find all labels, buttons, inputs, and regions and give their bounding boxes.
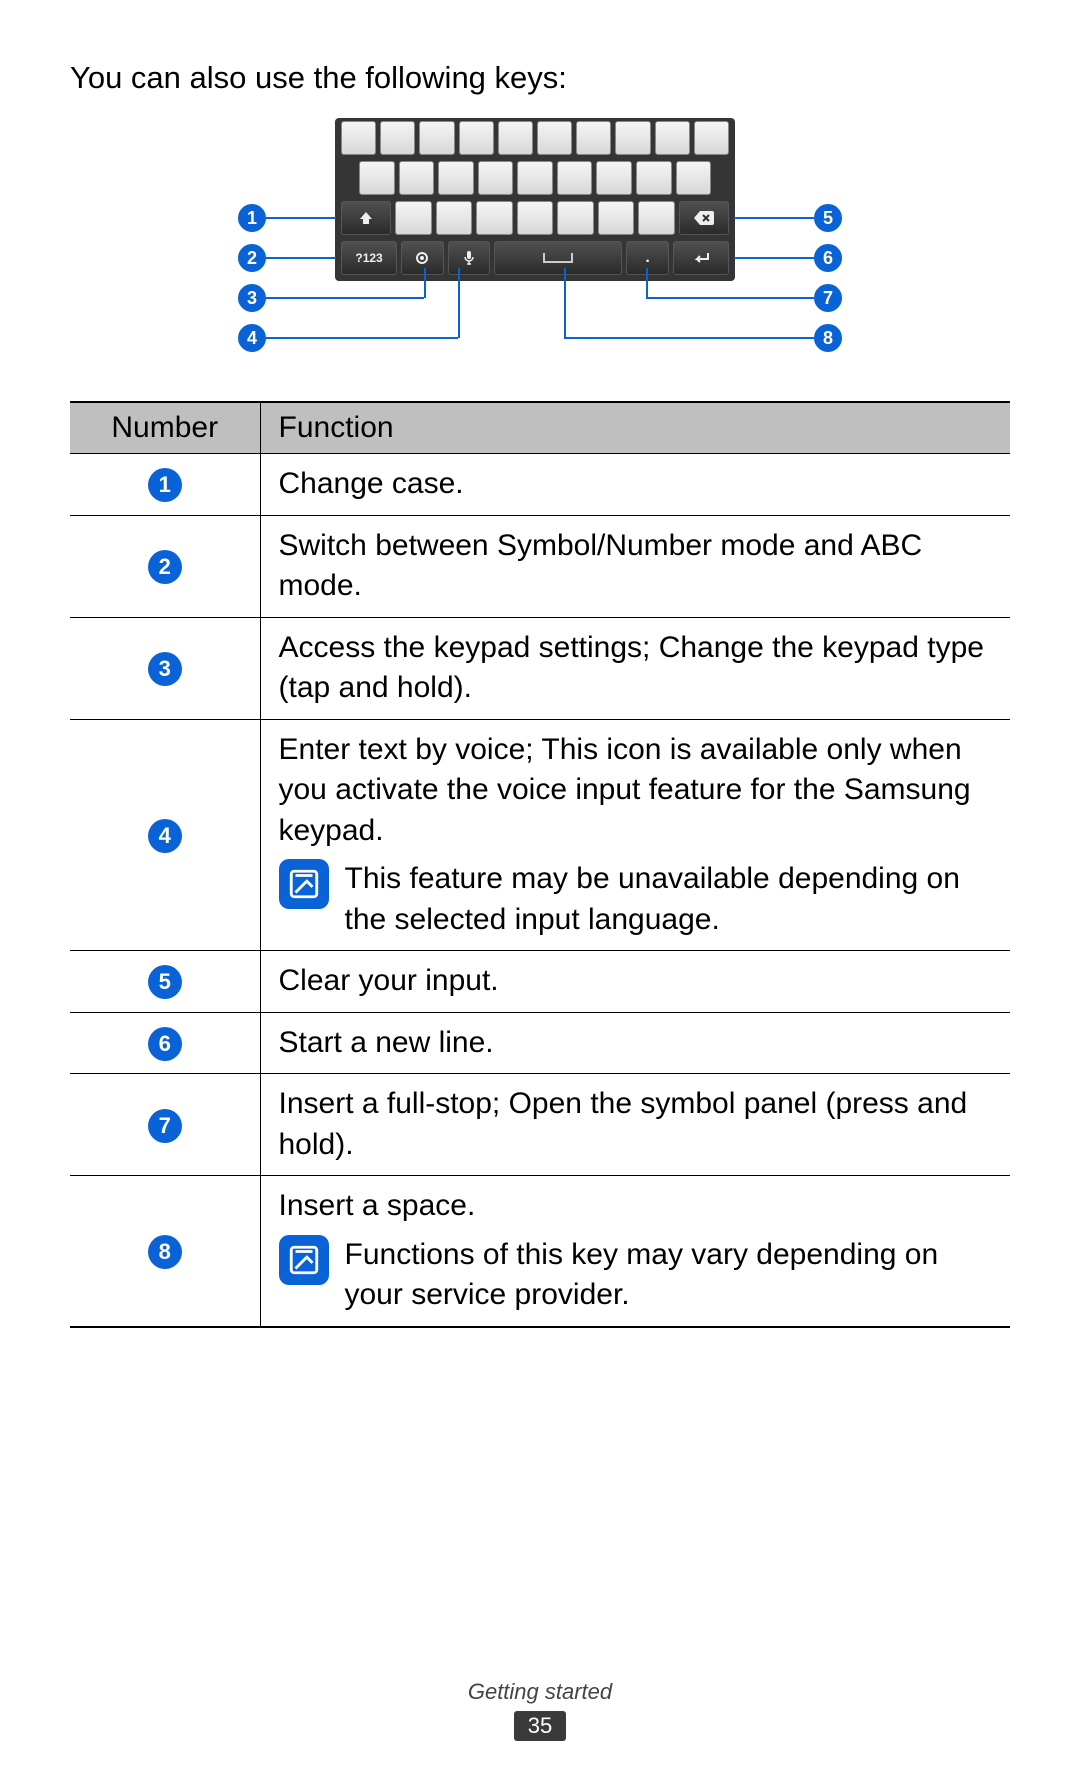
note-icon xyxy=(279,859,329,909)
footer-section: Getting started xyxy=(0,1679,1080,1705)
row-number: 3 xyxy=(148,652,182,686)
row-number: 6 xyxy=(148,1027,182,1061)
note: This feature may be unavailable dependin… xyxy=(279,859,993,940)
callout-8: 8 xyxy=(564,324,842,352)
callout-1: 1 xyxy=(238,204,336,232)
sym-key: ?123 xyxy=(341,241,397,275)
row-function: Start a new line. xyxy=(279,1023,993,1064)
page-footer: Getting started 35 xyxy=(0,1679,1080,1741)
shift-key xyxy=(341,201,391,235)
row-number: 8 xyxy=(148,1235,182,1269)
note: Functions of this key may vary depending… xyxy=(279,1235,993,1316)
note-text: This feature may be unavailable dependin… xyxy=(345,859,993,940)
settings-key xyxy=(401,241,444,275)
row-function: Enter text by voice; This icon is availa… xyxy=(279,730,993,852)
manual-page: You can also use the following keys: xyxy=(0,0,1080,1771)
row-number: 7 xyxy=(148,1109,182,1143)
table-row: 5 Clear your input. xyxy=(70,951,1010,1013)
table-row: 4 Enter text by voice; This icon is avai… xyxy=(70,719,1010,951)
callout-4: 4 xyxy=(238,324,458,352)
callout-6: 6 xyxy=(734,244,842,272)
table-row: 8 Insert a space. Functions of this key … xyxy=(70,1176,1010,1327)
callout-3: 3 xyxy=(238,284,424,312)
col-header-number: Number xyxy=(70,402,260,454)
row-number: 2 xyxy=(148,550,182,584)
row-function: Access the keypad settings; Change the k… xyxy=(279,628,993,709)
enter-key xyxy=(673,241,729,275)
table-row: 3 Access the keypad settings; Change the… xyxy=(70,617,1010,719)
note-icon xyxy=(279,1235,329,1285)
keyboard-graphic: ?123 . xyxy=(335,118,735,281)
space-key xyxy=(494,241,622,275)
callout-5: 5 xyxy=(734,204,842,232)
callout-7: 7 xyxy=(646,284,842,312)
row-number: 5 xyxy=(148,965,182,999)
keyboard-diagram: ?123 . 1 2 xyxy=(70,118,1010,373)
callout-2: 2 xyxy=(238,244,336,272)
table-row: 1 Change case. xyxy=(70,454,1010,516)
backspace-key xyxy=(679,201,729,235)
row-number: 4 xyxy=(148,819,182,853)
row-number: 1 xyxy=(148,468,182,502)
voice-key xyxy=(448,241,491,275)
table-row: 2 Switch between Symbol/Number mode and … xyxy=(70,515,1010,617)
col-header-function: Function xyxy=(260,402,1010,454)
row-function: Insert a space. xyxy=(279,1186,993,1227)
note-text: Functions of this key may vary depending… xyxy=(345,1235,993,1316)
function-table: Number Function 1 Change case. 2 Switch … xyxy=(70,401,1010,1328)
table-row: 7 Insert a full-stop; Open the symbol pa… xyxy=(70,1074,1010,1176)
row-function: Switch between Symbol/Number mode and AB… xyxy=(279,526,993,607)
row-function: Clear your input. xyxy=(279,961,993,1002)
footer-page-number: 35 xyxy=(514,1711,566,1741)
table-row: 6 Start a new line. xyxy=(70,1012,1010,1074)
row-function: Change case. xyxy=(279,464,993,505)
intro-text: You can also use the following keys: xyxy=(70,60,1010,96)
row-function: Insert a full-stop; Open the symbol pane… xyxy=(279,1084,993,1165)
